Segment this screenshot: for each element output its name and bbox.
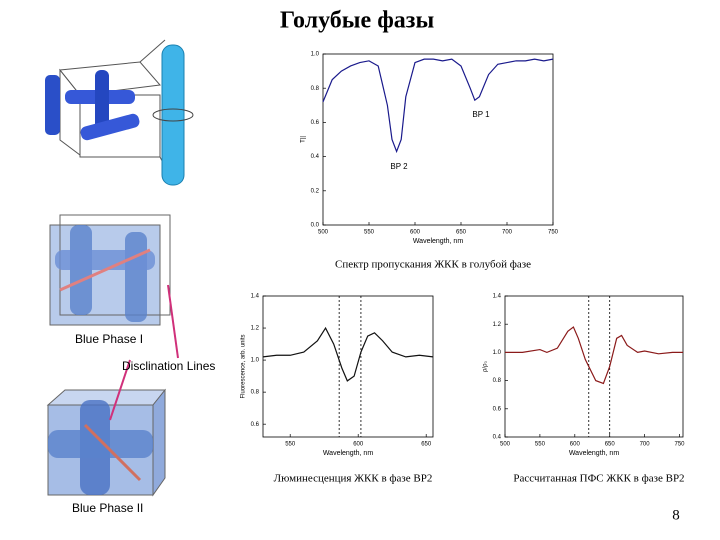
x-tick-label: 650 — [421, 442, 432, 448]
data-line — [322, 58, 554, 154]
figure-label: Blue Phase II — [72, 501, 143, 515]
slide-title: Голубые фазы — [280, 8, 435, 34]
x-tick-label: 650 — [605, 442, 616, 448]
blue-phase-1-illustration — [49, 214, 171, 326]
y-tick-label: 0.2 — [311, 188, 320, 194]
chart-caption: Люминесценция ЖКК в фазе BP2 — [274, 473, 433, 485]
y-tick-label: 0.8 — [493, 378, 502, 384]
y-tick-label: 0.6 — [493, 406, 502, 412]
y-tick-label: 0.0 — [311, 223, 320, 229]
page-number: 8 — [672, 507, 680, 523]
x-tick-label: 600 — [353, 442, 364, 448]
x-axis-label: Wavelength, nm — [323, 450, 373, 457]
y-tick-label: 1.4 — [251, 294, 260, 300]
y-tick-label: 0.6 — [311, 120, 320, 126]
data-line — [262, 326, 434, 382]
data-line — [505, 326, 683, 385]
y-tick-label: 0.4 — [311, 154, 320, 160]
annotation: BP 2 — [390, 162, 408, 171]
blue-phase-2-illustration — [46, 388, 167, 497]
arrows — [109, 284, 179, 421]
y-tick-label: 1.4 — [493, 294, 502, 300]
figure-label: Disclination Lines — [122, 359, 215, 373]
x-axis-label: Wavelength, nm — [413, 238, 463, 245]
x-tick-label: 750 — [548, 230, 559, 236]
x-tick-label: 700 — [502, 230, 513, 236]
x-tick-label: 600 — [570, 442, 581, 448]
plot-frame — [262, 295, 434, 438]
y-tick-label: 0.4 — [493, 435, 502, 441]
plot-frame — [504, 295, 684, 438]
annotation: BP 1 — [472, 110, 490, 119]
y-axis-label: Fluorescence, arb. units — [241, 334, 247, 398]
cylinder-illustration — [45, 39, 194, 186]
y-tick-label: 1.2 — [493, 322, 502, 328]
y-axis-label: ρ/ρ₀ — [483, 360, 489, 371]
y-tick-label: 0.8 — [311, 86, 320, 92]
y-tick-label: 1.2 — [251, 326, 260, 332]
y-axis-label: T|| — [301, 136, 307, 143]
chart-caption: Рассчитанная ПФС ЖКК в фазе BP2 — [513, 473, 684, 485]
y-tick-label: 1.0 — [493, 350, 502, 356]
x-axis-label: Wavelength, nm — [569, 450, 619, 457]
x-tick-label: 500 — [318, 230, 329, 236]
y-tick-label: 1.0 — [311, 52, 320, 58]
x-tick-label: 650 — [456, 230, 467, 236]
x-tick-label: 750 — [675, 442, 686, 448]
plot-frame — [322, 53, 554, 226]
y-tick-label: 0.8 — [251, 390, 260, 396]
chart-caption: Спектр пропускания ЖКК в голубой фазе — [335, 259, 531, 271]
x-tick-label: 550 — [285, 442, 296, 448]
x-tick-label: 600 — [410, 230, 421, 236]
x-tick-label: 700 — [640, 442, 651, 448]
figure-label: Blue Phase I — [75, 332, 143, 346]
y-tick-label: 0.6 — [251, 422, 260, 428]
y-tick-label: 1.0 — [251, 358, 260, 364]
x-tick-label: 550 — [535, 442, 546, 448]
x-tick-label: 550 — [364, 230, 375, 236]
x-tick-label: 500 — [500, 442, 511, 448]
